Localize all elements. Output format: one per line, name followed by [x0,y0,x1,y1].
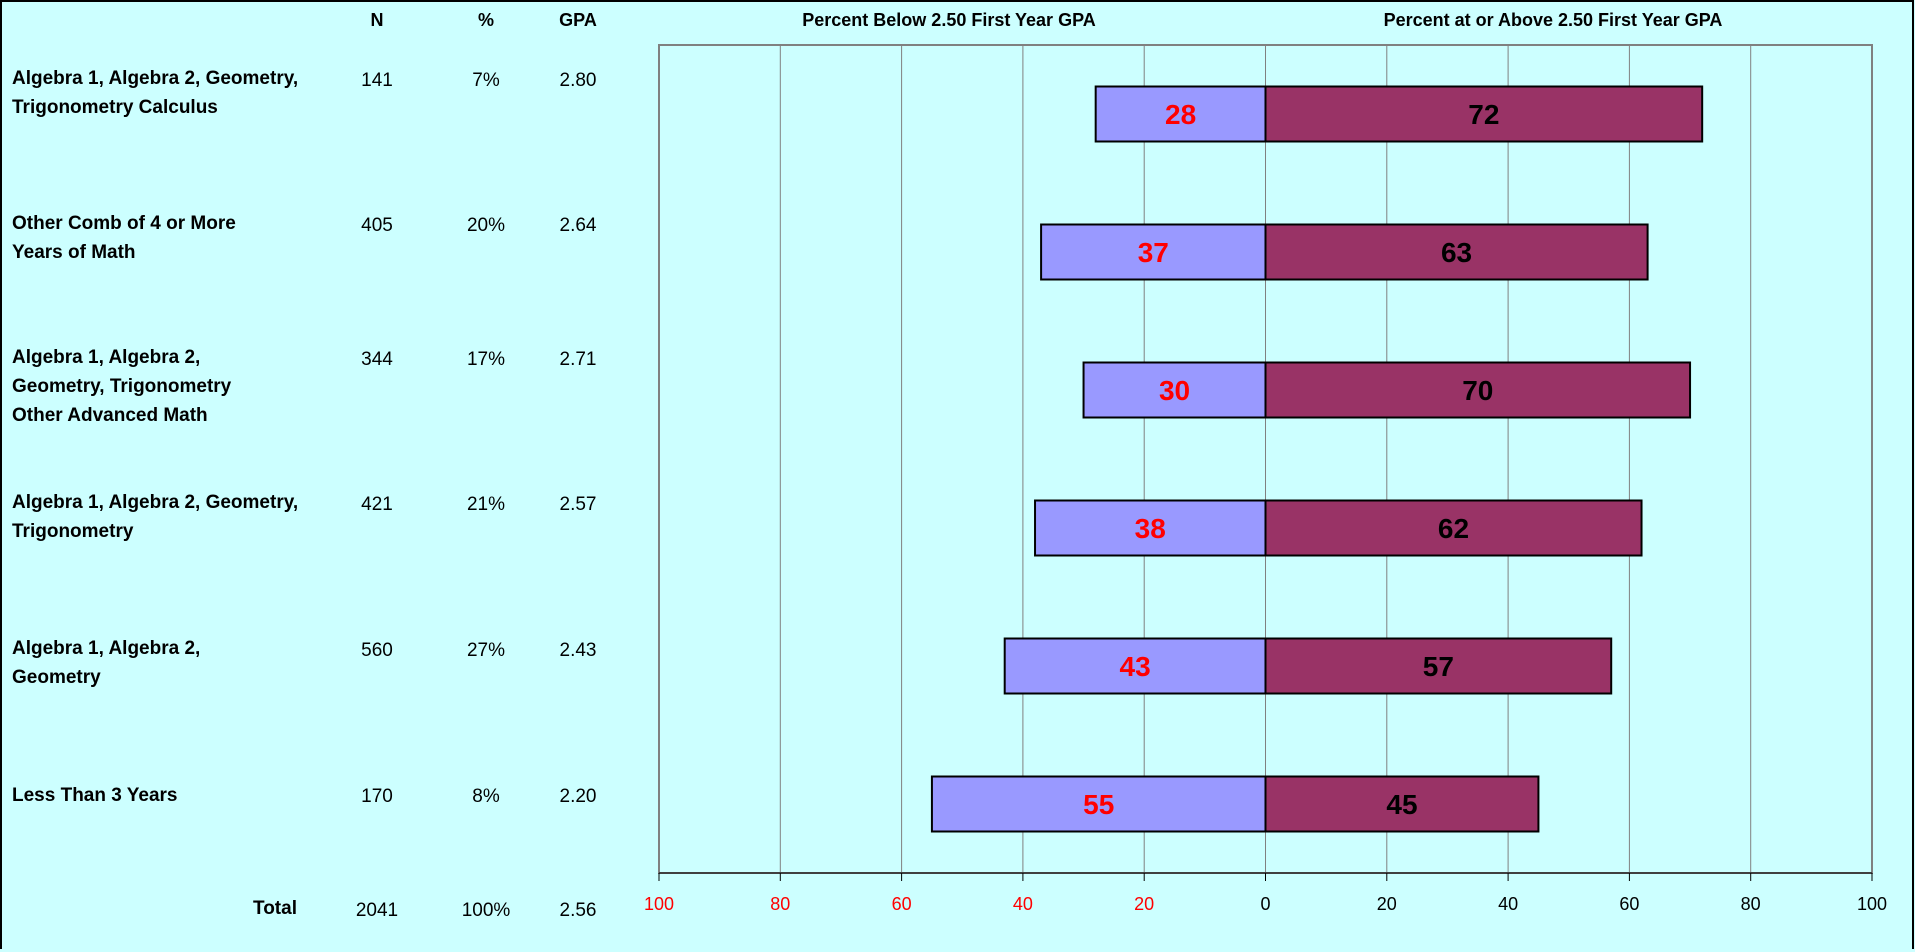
x-tick-label: 100 [644,894,674,914]
header-n: N [370,10,384,30]
header-gpa: GPA [559,10,597,30]
bar-below [930,775,1267,833]
data-label-below: 38 [1135,513,1166,544]
x-tick-label: 20 [1377,894,1397,914]
row-n: 170 [361,786,393,807]
x-tick-label: 80 [770,894,790,914]
row-n: 141 [361,70,393,91]
x-tick-label: 100 [1857,894,1887,914]
row-n: 560 [361,640,393,661]
data-label-above: 62 [1438,513,1469,544]
total-label: Total [253,898,297,919]
row-gpa: 2.64 [559,215,597,236]
row-percent: 21% [466,494,506,515]
x-tick-label: 60 [1619,894,1639,914]
row-percent: 27% [466,640,506,661]
row-label: Algebra 1, Algebra 2, Geometry, Trigonom… [12,68,299,118]
row-n: 405 [361,215,393,236]
x-tick-label: 60 [892,894,912,914]
data-label-below: 37 [1138,237,1169,268]
x-tick-label: 40 [1013,894,1033,914]
row-n: 344 [361,349,393,370]
data-label-above: 57 [1423,651,1454,682]
row-label: Algebra 1, Algebra 2, Geometry, Trigonom… [12,492,299,542]
data-label-below: 55 [1083,789,1114,820]
bar-above [1264,223,1649,281]
bar-below [1003,637,1267,695]
bar-above [1264,499,1643,557]
x-tick-label: 80 [1741,894,1761,914]
row-gpa: 2.71 [559,349,597,370]
row-gpa: 2.80 [559,70,597,91]
data-label-below: 30 [1159,375,1190,406]
data-label-below: 43 [1120,651,1151,682]
bar-below [1082,361,1267,419]
row-n: 421 [361,494,393,515]
data-label-above: 63 [1441,237,1472,268]
x-tick-label: 40 [1498,894,1518,914]
header-percent-below: Percent Below 2.50 First Year GPA [802,10,1096,30]
row-percent: 7% [472,70,500,91]
data-label-above: 45 [1386,789,1417,820]
total-percent: 100% [461,900,511,921]
bar-above [1264,361,1692,419]
row-label: Other Comb of 4 or More Years of Math [12,213,236,263]
bar-above [1264,637,1613,695]
total-gpa: 2.56 [559,900,597,921]
x-tick-label: 20 [1134,894,1154,914]
row-label: Algebra 1, Algebra 2, Geometry [12,638,201,688]
header-percent-above: Percent at or Above 2.50 First Year GPA [1383,10,1723,30]
data-label-above: 72 [1468,99,1499,130]
x-tick-label: 0 [1260,894,1270,914]
header-percent: % [477,10,495,30]
row-percent: 17% [466,349,506,370]
row-percent: 8% [472,786,500,807]
row-gpa: 2.57 [559,494,597,515]
row-gpa: 2.20 [559,786,597,807]
bar-above [1264,85,1704,143]
total-n: 2041 [355,900,399,921]
data-label-below: 28 [1165,99,1196,130]
row-label: Less Than 3 Years [12,785,178,806]
row-gpa: 2.43 [559,640,597,661]
bar-below [1034,499,1267,557]
bar-above [1264,775,1540,833]
data-label-above: 70 [1462,375,1493,406]
row-label: Algebra 1, Algebra 2, Geometry, Trigonom… [12,347,232,426]
row-percent: 20% [466,215,506,236]
